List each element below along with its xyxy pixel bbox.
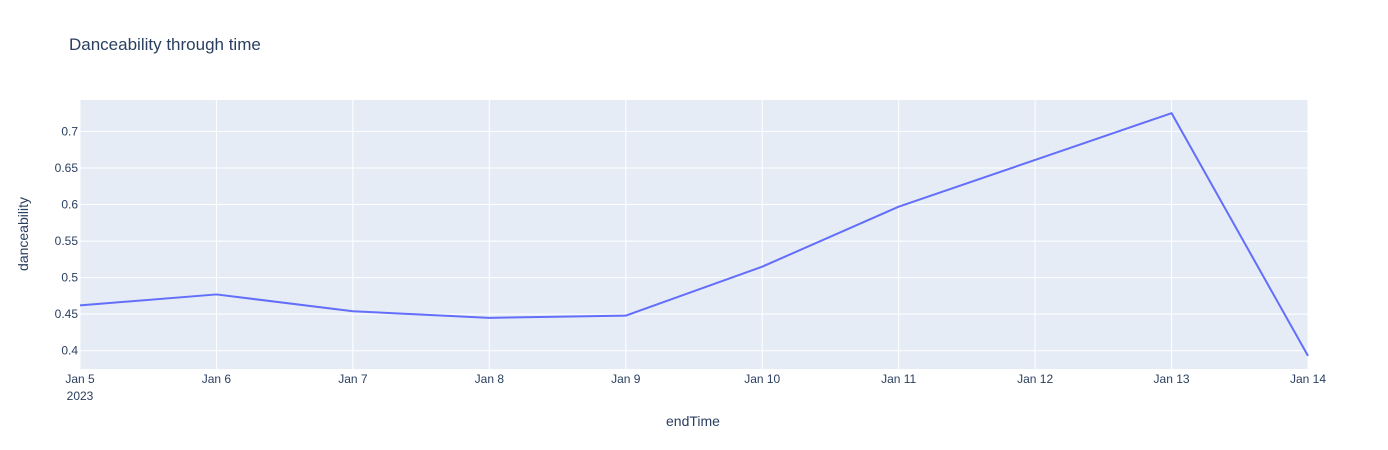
- plot-background: [80, 100, 1308, 369]
- y-axis-title: danceability: [15, 197, 31, 271]
- x-tick-label: Jan 7: [338, 372, 368, 386]
- y-tick-label: 0.6: [61, 198, 78, 212]
- y-tick-label: 0.7: [61, 124, 78, 138]
- x-axis-title: endTime: [666, 413, 720, 429]
- x-tick-label: Jan 12: [1017, 372, 1053, 386]
- y-axis-ticks: 0.4 0.45 0.5 0.55 0.6 0.65 0.7: [55, 124, 79, 357]
- x-tick-label: Jan 6: [202, 372, 232, 386]
- x-axis-ticks: Jan 5 Jan 6 Jan 7 Jan 8 Jan 9 Jan 10 Jan 11 Jan…: [65, 372, 1326, 386]
- y-tick-label: 0.5: [61, 271, 78, 285]
- x-tick-label: Jan 11: [881, 372, 916, 386]
- x-tick-label: Jan 5: [65, 372, 95, 386]
- x-tick-label: Jan 14: [1290, 372, 1326, 386]
- x-axis-year-label: 2023: [67, 389, 94, 403]
- x-tick-label: Jan 13: [1154, 372, 1190, 386]
- y-tick-label: 0.45: [55, 307, 79, 321]
- chart-title: Danceability through time: [69, 35, 261, 54]
- y-tick-label: 0.4: [61, 344, 78, 358]
- x-tick-label: Jan 8: [475, 372, 505, 386]
- x-tick-label: Jan 10: [744, 372, 780, 386]
- x-tick-label: Jan 9: [611, 372, 641, 386]
- y-tick-label: 0.65: [55, 161, 79, 175]
- y-tick-label: 0.55: [55, 234, 79, 248]
